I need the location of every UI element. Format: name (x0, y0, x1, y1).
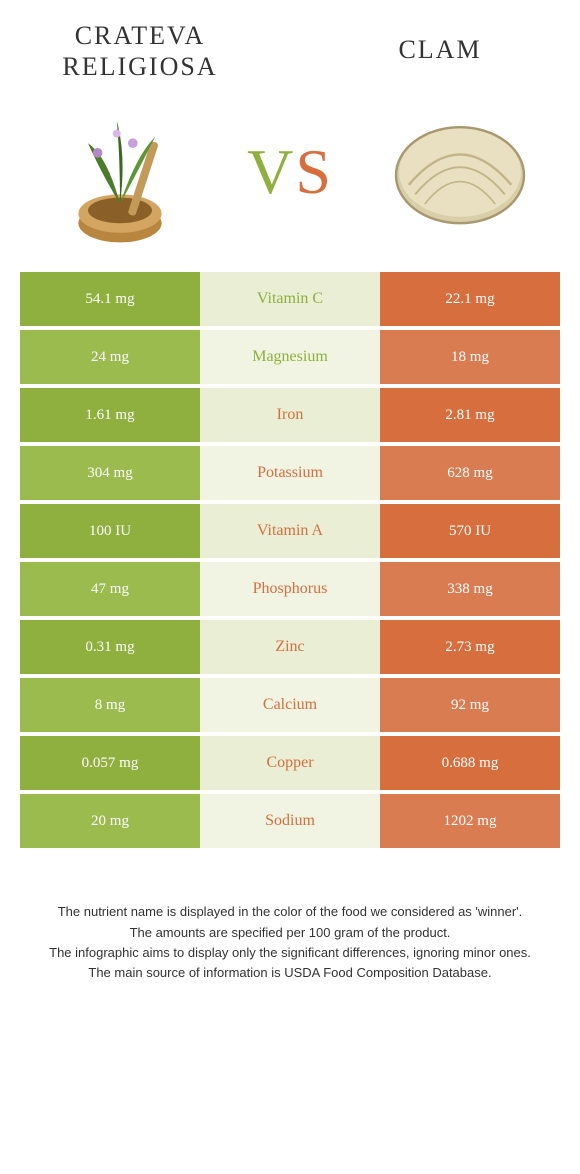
nutrient-row: 54.1 mgVitamin C22.1 mg (20, 272, 560, 326)
nutrient-row: 47 mgPhosphorus338 mg (20, 562, 560, 616)
nutrient-label: Magnesium (200, 330, 380, 384)
food-image-left (40, 92, 200, 252)
nutrient-row: 8 mgCalcium92 mg (20, 678, 560, 732)
clam-icon (380, 92, 540, 252)
nutrient-value-right: 570 IU (380, 504, 560, 558)
nutrient-label: Iron (200, 388, 380, 442)
footnotes: The nutrient name is displayed in the co… (0, 852, 580, 983)
nutrient-value-left: 304 mg (20, 446, 200, 500)
vs-label: VS (247, 135, 333, 209)
nutrient-value-right: 628 mg (380, 446, 560, 500)
nutrient-value-right: 22.1 mg (380, 272, 560, 326)
nutrient-label: Zinc (200, 620, 380, 674)
nutrient-value-left: 20 mg (20, 794, 200, 848)
nutrient-row: 1.61 mgIron2.81 mg (20, 388, 560, 442)
nutrient-row: 20 mgSodium1202 mg (20, 794, 560, 848)
footnote-line: The main source of information is USDA F… (30, 963, 550, 983)
nutrient-label: Copper (200, 736, 380, 790)
nutrient-value-left: 1.61 mg (20, 388, 200, 442)
food-title-right: clam (320, 20, 560, 65)
nutrient-label: Potassium (200, 446, 380, 500)
nutrient-row: 0.31 mgZinc2.73 mg (20, 620, 560, 674)
nutrient-row: 100 IUVitamin A570 IU (20, 504, 560, 558)
footnote-line: The nutrient name is displayed in the co… (30, 902, 550, 922)
nutrient-value-left: 100 IU (20, 504, 200, 558)
nutrient-value-right: 2.73 mg (380, 620, 560, 674)
nutrient-label: Sodium (200, 794, 380, 848)
nutrient-value-left: 8 mg (20, 678, 200, 732)
nutrient-value-right: 0.688 mg (380, 736, 560, 790)
food-image-right (380, 92, 540, 252)
nutrient-value-right: 2.81 mg (380, 388, 560, 442)
footnote-line: The infographic aims to display only the… (30, 943, 550, 963)
nutrient-value-right: 92 mg (380, 678, 560, 732)
nutrient-row: 304 mgPotassium628 mg (20, 446, 560, 500)
nutrient-label: Calcium (200, 678, 380, 732)
header: Crateva religiosa clam (0, 0, 580, 82)
footnote-line: The amounts are specified per 100 gram o… (30, 923, 550, 943)
plant-icon (40, 92, 200, 252)
food-title-left: Crateva religiosa (20, 20, 260, 82)
nutrient-value-left: 0.31 mg (20, 620, 200, 674)
nutrient-row: 0.057 mgCopper0.688 mg (20, 736, 560, 790)
nutrient-value-right: 338 mg (380, 562, 560, 616)
images-row: VS (0, 82, 580, 272)
nutrient-table: 54.1 mgVitamin C22.1 mg24 mgMagnesium18 … (0, 272, 580, 848)
vs-s: S (295, 135, 333, 209)
nutrient-row: 24 mgMagnesium18 mg (20, 330, 560, 384)
nutrient-value-right: 18 mg (380, 330, 560, 384)
nutrient-label: Vitamin C (200, 272, 380, 326)
nutrient-value-left: 0.057 mg (20, 736, 200, 790)
nutrient-value-left: 24 mg (20, 330, 200, 384)
nutrient-value-left: 54.1 mg (20, 272, 200, 326)
nutrient-value-left: 47 mg (20, 562, 200, 616)
nutrient-label: Vitamin A (200, 504, 380, 558)
vs-v: V (247, 135, 295, 209)
nutrient-label: Phosphorus (200, 562, 380, 616)
nutrient-value-right: 1202 mg (380, 794, 560, 848)
